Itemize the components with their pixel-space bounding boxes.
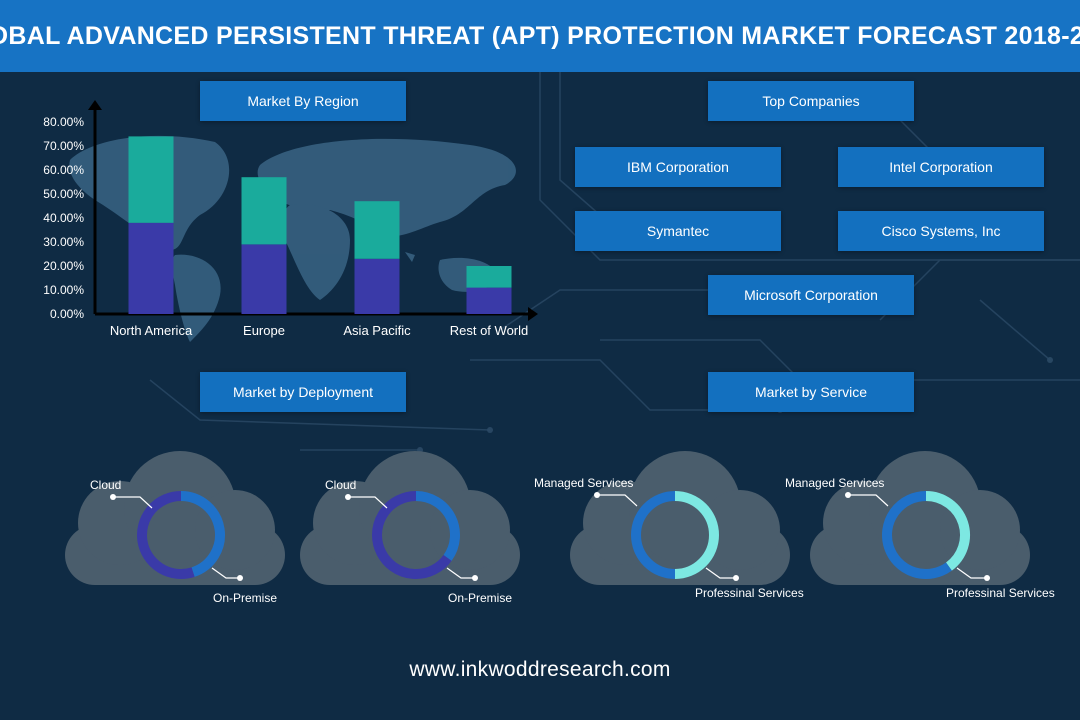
donut-label: Professinal Services bbox=[946, 586, 1055, 600]
donut-label: On-Premise bbox=[213, 591, 277, 605]
bar-segment-2 bbox=[241, 177, 287, 245]
bar-segment-1 bbox=[128, 222, 174, 314]
bar-segment-1 bbox=[241, 244, 287, 314]
company-intel: Intel Corporation bbox=[838, 147, 1044, 187]
donut-slice-2 bbox=[882, 491, 952, 579]
donut-label: Cloud bbox=[325, 478, 356, 492]
footer-url: www.inkwoddresearch.com bbox=[409, 658, 671, 681]
y-tick-label: 20.00% bbox=[43, 259, 84, 273]
donut-label: On-Premise bbox=[448, 591, 512, 605]
x-tick-label: Rest of World bbox=[450, 323, 529, 338]
y-tick-label: 50.00% bbox=[43, 187, 84, 201]
y-tick-label: 30.00% bbox=[43, 235, 84, 249]
x-tick-label: Asia Pacific bbox=[343, 323, 411, 338]
title-banner: GLOBAL ADVANCED PERSISTENT THREAT (APT) … bbox=[0, 0, 1080, 72]
page-title: GLOBAL ADVANCED PERSISTENT THREAT (APT) … bbox=[0, 21, 1080, 50]
leader-line bbox=[446, 567, 475, 579]
donut-slice-2 bbox=[372, 491, 452, 579]
section-label-companies: Top Companies bbox=[708, 81, 914, 121]
cloud-shape bbox=[570, 451, 790, 585]
leader-dot bbox=[984, 575, 990, 581]
leader-line bbox=[597, 494, 638, 507]
company-cisco: Cisco Systems, Inc bbox=[838, 211, 1044, 251]
leader-dot bbox=[345, 494, 351, 500]
y-tick-label: 60.00% bbox=[43, 163, 84, 177]
y-axis-arrow bbox=[88, 100, 102, 110]
donut-slice-1 bbox=[925, 491, 970, 571]
bar-segment-1 bbox=[466, 287, 512, 314]
donut-label: Professinal Services bbox=[695, 586, 804, 600]
bar-segment-1 bbox=[354, 258, 400, 314]
donut-label: Cloud bbox=[90, 478, 121, 492]
leader-dot bbox=[845, 492, 851, 498]
section-label-region: Market By Region bbox=[200, 81, 406, 121]
donut-slice-2 bbox=[137, 491, 195, 579]
bar-segment-2 bbox=[128, 136, 174, 223]
company-microsoft: Microsoft Corporation bbox=[708, 275, 914, 315]
donut-slice-1 bbox=[674, 491, 719, 579]
leader-line bbox=[848, 494, 889, 507]
y-tick-label: 70.00% bbox=[43, 139, 84, 153]
leader-line bbox=[113, 496, 153, 509]
leader-dot bbox=[472, 575, 478, 581]
leader-line bbox=[211, 567, 240, 579]
donut-label: Managed Services bbox=[785, 476, 884, 490]
x-axis-arrow bbox=[528, 307, 538, 321]
y-tick-label: 80.00% bbox=[43, 115, 84, 129]
leader-dot bbox=[110, 494, 116, 500]
leader-line bbox=[956, 567, 987, 579]
cloud-shape bbox=[300, 451, 520, 585]
bar-segment-2 bbox=[466, 266, 512, 288]
section-label-service: Market by Service bbox=[708, 372, 914, 412]
y-tick-label: 40.00% bbox=[43, 211, 84, 225]
leader-line bbox=[348, 496, 388, 509]
leader-dot bbox=[594, 492, 600, 498]
donut-slice-1 bbox=[180, 491, 225, 577]
company-symantec: Symantec bbox=[575, 211, 781, 251]
x-tick-label: Europe bbox=[243, 323, 285, 338]
leader-dot bbox=[733, 575, 739, 581]
donut-label: Managed Services bbox=[534, 476, 633, 490]
cloud-puff bbox=[700, 490, 780, 570]
section-label-deployment: Market by Deployment bbox=[200, 372, 406, 412]
cloud-shape bbox=[810, 451, 1030, 585]
leader-dot bbox=[237, 575, 243, 581]
bar-segment-2 bbox=[354, 201, 400, 259]
y-tick-label: 10.00% bbox=[43, 283, 84, 297]
company-ibm: IBM Corporation bbox=[575, 147, 781, 187]
donut-slice-2 bbox=[631, 491, 676, 579]
leader-line bbox=[705, 567, 736, 579]
x-tick-label: North America bbox=[110, 323, 193, 338]
cloud-shape bbox=[65, 451, 285, 585]
y-tick-label: 0.00% bbox=[50, 307, 84, 321]
donut-slice-1 bbox=[415, 491, 460, 561]
